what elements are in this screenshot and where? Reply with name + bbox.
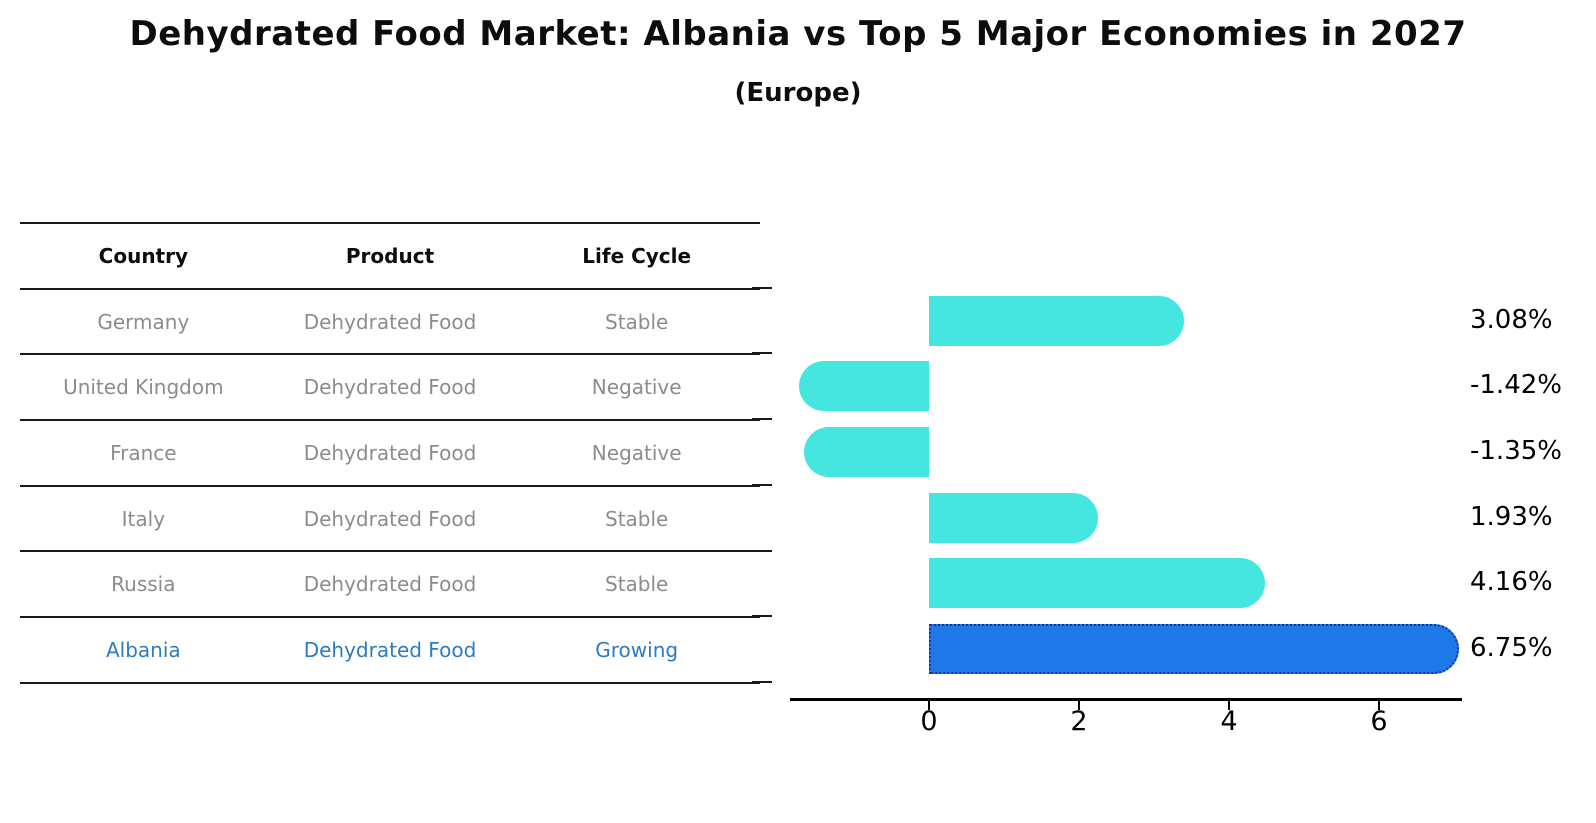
- table-row: Italy Dehydrated Food Stable: [20, 484, 760, 551]
- bar-albania: [929, 624, 1460, 675]
- value-label: 1.93%: [1470, 501, 1553, 532]
- cell-country: Germany: [97, 309, 190, 334]
- x-axis-line: [790, 698, 1462, 701]
- cell-lifecycle: Stable: [605, 572, 669, 597]
- country-table: Country Product Life Cycle Germany Dehydr…: [20, 222, 760, 684]
- chart-title: Dehydrated Food Market: Albania vs Top 5…: [129, 14, 1467, 54]
- table-row: France Dehydrated Food Negative: [20, 419, 760, 485]
- cell-lifecycle: Growing: [595, 637, 679, 662]
- cell-country: United Kingdom: [63, 375, 224, 400]
- table-header-row: Country Product Life Cycle: [20, 222, 760, 288]
- x-axis-tick-label: 2: [1070, 706, 1088, 737]
- cell-country: Italy: [121, 506, 166, 531]
- column-header-lifecycle: Life Cycle: [582, 243, 692, 268]
- cell-product: Dehydrated Food: [303, 637, 477, 662]
- x-axis-tick-label: 4: [1220, 706, 1238, 737]
- value-label: -1.35%: [1470, 435, 1562, 466]
- cell-product: Dehydrated Food: [303, 440, 477, 465]
- table-row: Albania Dehydrated Food Growing: [20, 616, 760, 682]
- cell-lifecycle: Stable: [605, 506, 669, 531]
- cell-lifecycle: Negative: [591, 375, 682, 400]
- x-axis-tick: [927, 700, 931, 710]
- cell-lifecycle: Stable: [605, 309, 669, 334]
- cell-country: France: [110, 440, 177, 465]
- cell-product: Dehydrated Food: [303, 375, 477, 400]
- bar-france: [803, 426, 929, 477]
- cell-country: Russia: [111, 572, 176, 597]
- x-axis-tick-label: 0: [920, 706, 938, 737]
- column-header-country: Country: [98, 243, 189, 268]
- x-axis-tick: [1227, 700, 1231, 710]
- x-axis-tick: [1077, 700, 1081, 710]
- table-row: Germany Dehydrated Food Stable: [20, 287, 760, 354]
- value-label: 3.08%: [1470, 304, 1553, 335]
- bar-united-kingdom: [798, 361, 929, 412]
- value-label: 4.16%: [1470, 567, 1553, 598]
- cell-product: Dehydrated Food: [303, 572, 477, 597]
- table-row: Russia Dehydrated Food Stable: [20, 550, 760, 616]
- bar-germany: [929, 295, 1184, 346]
- cell-lifecycle: Negative: [591, 440, 682, 465]
- cell-product: Dehydrated Food: [303, 506, 477, 531]
- cell-country: Albania: [105, 637, 181, 662]
- bar-italy: [929, 492, 1098, 543]
- value-label: -1.42%: [1470, 370, 1562, 401]
- column-header-product: Product: [345, 243, 435, 268]
- value-label: 6.75%: [1470, 633, 1553, 664]
- table-row: United Kingdom Dehydrated Food Negative: [20, 353, 760, 419]
- cell-product: Dehydrated Food: [303, 309, 477, 334]
- bar-russia: [929, 558, 1265, 609]
- chart-subtitle: (Europe): [734, 78, 862, 108]
- x-axis-tick: [1377, 700, 1381, 710]
- x-axis-tick-label: 6: [1370, 706, 1388, 737]
